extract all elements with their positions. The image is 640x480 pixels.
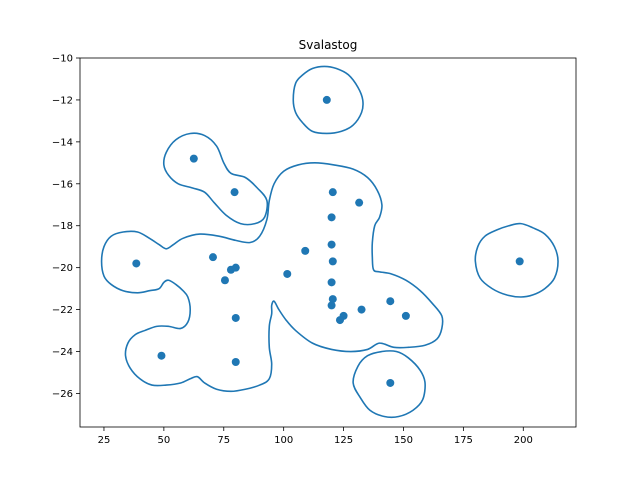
- data-point-25: [231, 313, 240, 322]
- x-tick-label: 50: [157, 435, 170, 446]
- y-tick-label: −16: [52, 179, 73, 190]
- data-point-17: [327, 278, 336, 287]
- y-tick-label: −26: [52, 389, 73, 400]
- data-point-20: [386, 297, 395, 306]
- y-tick-label: −12: [52, 95, 73, 106]
- data-point-4: [328, 188, 337, 197]
- chart-title: Svalastog: [299, 38, 358, 52]
- data-point-26: [157, 351, 166, 360]
- data-point-22: [401, 311, 410, 320]
- data-point-28: [386, 378, 395, 387]
- data-point-19: [327, 301, 336, 310]
- data-point-1: [322, 95, 331, 104]
- contour-2: [474, 222, 559, 298]
- contour-layer: [100, 65, 559, 419]
- points-layer: [132, 95, 524, 387]
- data-point-10: [208, 253, 217, 262]
- contour-3: [352, 350, 426, 419]
- data-point-12: [515, 257, 524, 266]
- x-tick-label: 75: [217, 435, 230, 446]
- contour-4: [162, 132, 269, 226]
- data-point-8: [301, 246, 310, 255]
- data-point-9: [132, 259, 141, 268]
- data-point-2: [189, 154, 198, 163]
- data-point-15: [283, 269, 292, 278]
- data-point-21: [357, 305, 366, 314]
- y-tick-label: −14: [52, 137, 73, 148]
- x-tick-label: 25: [98, 435, 111, 446]
- y-axis: −10 −12 −14 −16 −18 −20 −22 −24 −26: [52, 54, 80, 400]
- x-axis: 25 50 75 100 125 150 175 200: [98, 427, 533, 446]
- x-tick-label: 100: [274, 435, 293, 446]
- contour-1: [292, 65, 364, 135]
- data-point-14: [231, 263, 240, 272]
- y-tick-label: −24: [52, 347, 73, 358]
- data-point-6: [327, 213, 336, 222]
- data-point-5: [355, 198, 364, 207]
- x-tick-label: 175: [454, 435, 473, 446]
- y-tick-label: −22: [52, 305, 73, 316]
- data-point-7: [327, 240, 336, 249]
- y-tick-label: −10: [52, 54, 73, 65]
- x-tick-label: 125: [334, 435, 353, 446]
- x-tick-label: 200: [514, 435, 533, 446]
- y-tick-label: −18: [52, 221, 73, 232]
- x-tick-label: 150: [394, 435, 413, 446]
- y-tick-label: −20: [52, 263, 73, 274]
- data-point-11: [328, 257, 337, 266]
- data-point-24: [335, 316, 344, 325]
- contour-5: [100, 162, 444, 393]
- data-point-16: [220, 276, 229, 285]
- data-point-18: [328, 295, 337, 304]
- plot-frame: [79, 57, 577, 428]
- data-point-3: [230, 188, 239, 197]
- data-point-27: [231, 358, 240, 367]
